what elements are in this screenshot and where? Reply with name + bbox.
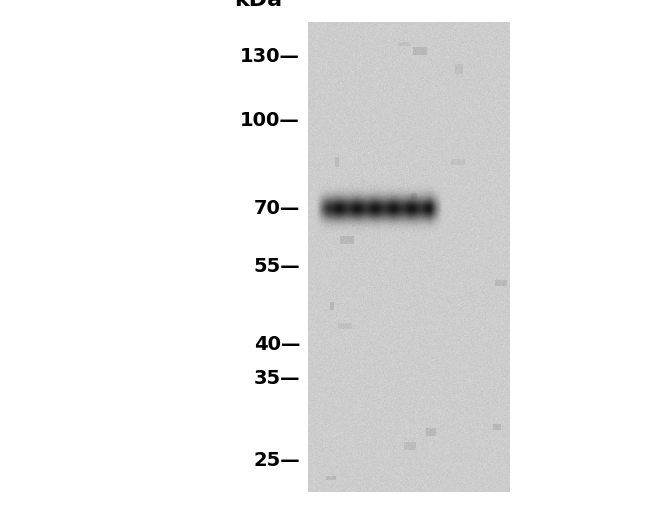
Text: 25—: 25— [254, 450, 300, 470]
Text: 70—: 70— [254, 199, 300, 217]
Text: 40—: 40— [254, 335, 300, 355]
Text: kDa: kDa [234, 0, 282, 10]
Text: 100—: 100— [240, 111, 300, 131]
Text: 55—: 55— [254, 257, 300, 277]
Text: 130—: 130— [240, 47, 300, 67]
Text: 35—: 35— [254, 369, 300, 387]
